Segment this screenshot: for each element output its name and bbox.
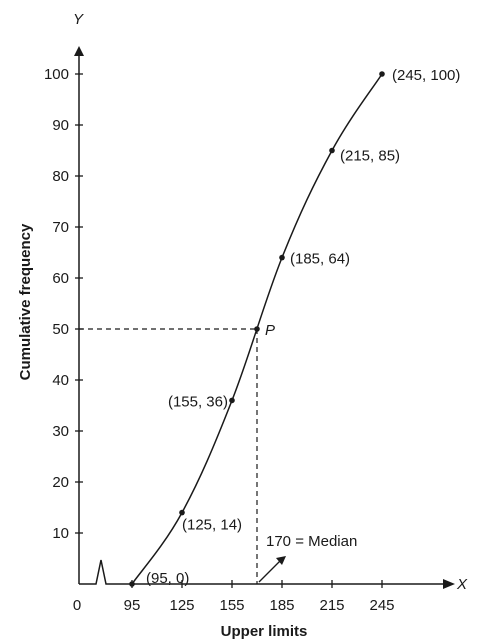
x-axis-title: Upper limits <box>221 623 308 640</box>
x-tick-label: 185 <box>269 597 294 614</box>
y-axis-arrow <box>74 46 84 56</box>
y-axis-title: Cumulative frequency <box>17 223 34 380</box>
x-axis-arrow <box>443 579 455 589</box>
y-tick-label: 40 <box>52 372 69 389</box>
y-tick-label: 70 <box>52 219 69 236</box>
data-point <box>329 147 335 154</box>
y-tick-label: 10 <box>52 525 69 542</box>
data-point <box>229 397 235 404</box>
data-point <box>279 254 285 261</box>
y-tick-label: 80 <box>52 168 69 185</box>
x-tick-label: 95 <box>124 597 141 614</box>
y-tick-label: 100 <box>44 66 69 83</box>
point-label: (155, 36) <box>168 393 228 410</box>
x-axis-letter: X <box>456 576 468 593</box>
point-label: (245, 100) <box>392 67 460 84</box>
x-tick-label: 215 <box>319 597 344 614</box>
point-label: (125, 14) <box>182 517 242 534</box>
point-label: (95, 0) <box>146 570 189 587</box>
y-tick-label: 50 <box>52 321 69 338</box>
data-point <box>379 71 385 77</box>
median-arrow-head <box>276 556 286 565</box>
y-tick-label: 90 <box>52 117 69 134</box>
point-label: (185, 64) <box>290 251 350 268</box>
x-tick-label: 155 <box>219 597 244 614</box>
y-tick-label: 30 <box>52 423 69 440</box>
median-point <box>254 326 260 332</box>
median-annotation: 170 = Median <box>266 533 357 550</box>
y-tick-label: 20 <box>52 474 69 491</box>
x-tick-label: 125 <box>169 597 194 614</box>
y-tick-label: 60 <box>52 270 69 287</box>
point-label: (215, 85) <box>340 148 400 165</box>
median-arrow-line <box>258 558 283 583</box>
y-axis-letter: Y <box>73 11 84 28</box>
x-axis-line <box>79 559 445 585</box>
x-tick-label: 245 <box>369 597 394 614</box>
axes: Y X 0 10 20 30 40 50 60 70 80 90 100 95 125 155 185 215 24… <box>17 11 468 640</box>
median-guides <box>79 328 258 584</box>
data-point <box>179 509 185 516</box>
ogive-plot <box>129 71 385 587</box>
data-point <box>129 581 135 587</box>
origin-label: 0 <box>73 597 81 614</box>
labels: (95, 0) (125, 14) (155, 36) (185, 64) (215, … <box>146 67 460 587</box>
median-point-label: P <box>265 322 275 339</box>
